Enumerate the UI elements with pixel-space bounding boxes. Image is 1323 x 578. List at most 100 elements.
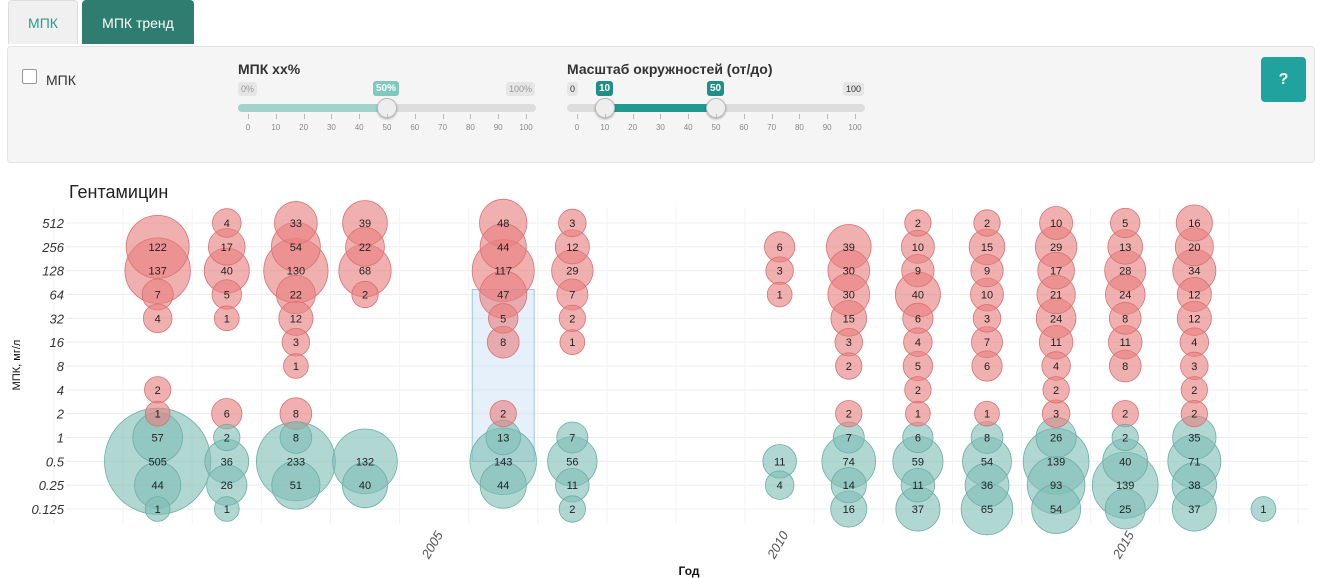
- bubble-label: 132: [356, 456, 374, 468]
- y-tick-label: 16: [50, 335, 65, 350]
- bubble: [213, 423, 241, 452]
- y-tick-label: 1: [57, 431, 64, 446]
- help-button[interactable]: ?: [1261, 57, 1306, 102]
- bubble-label: 5: [224, 290, 230, 302]
- bubble-label: 11: [1050, 337, 1061, 349]
- bubble: [835, 352, 863, 380]
- bubble-label: 505: [148, 456, 166, 468]
- bubble: [902, 350, 934, 382]
- mic-checkbox[interactable]: [22, 69, 37, 84]
- bubble-label: 21: [1050, 290, 1062, 302]
- bubble: [827, 249, 871, 292]
- bubble-label: 17: [221, 242, 233, 254]
- bubble: [556, 421, 589, 454]
- tab-mic[interactable]: МПК: [8, 0, 78, 44]
- bubble: [142, 303, 173, 334]
- bubble: [762, 444, 797, 479]
- bubble-label: 8: [1122, 313, 1128, 325]
- bubble-label: 9: [984, 266, 990, 278]
- bubble: [479, 198, 528, 248]
- bubble-label: 2: [569, 504, 575, 516]
- bubble: [902, 302, 934, 334]
- y-axis-label: МПК, мг/л: [11, 340, 23, 391]
- bubble: [904, 209, 932, 237]
- bubble: [974, 400, 1000, 427]
- bubble: [895, 486, 941, 532]
- bubble: [903, 327, 933, 357]
- bubble-label: 26: [221, 480, 233, 492]
- bubble: [141, 278, 174, 311]
- bubble-label: 2: [1122, 409, 1128, 421]
- bubble-label: 93: [1050, 480, 1062, 492]
- bubble-label: 54: [290, 242, 302, 254]
- bubble-label: 74: [843, 456, 855, 468]
- bubble-label: 1: [569, 337, 575, 349]
- bubble: [1104, 488, 1146, 530]
- tab-mic-trend[interactable]: МПК тренд: [82, 0, 194, 44]
- bubble-label: 7: [569, 433, 575, 445]
- slider-tick-mark: [526, 114, 527, 119]
- slider-tick-mark: [442, 114, 444, 119]
- highlight-box: [471, 289, 535, 462]
- slider-tick-label: 30: [326, 123, 336, 132]
- bubble-label: 44: [497, 242, 509, 254]
- bubble-label: 15: [843, 313, 855, 325]
- bubble-label: 36: [981, 480, 993, 492]
- slider-tick-mark: [577, 114, 578, 119]
- bubble: [904, 376, 932, 404]
- slider-tick-mark: [771, 114, 773, 119]
- bubble: [144, 400, 171, 427]
- bubble: [469, 427, 537, 495]
- bubble: [971, 350, 1003, 382]
- scale-slider-from-value: 10: [596, 81, 614, 96]
- bubble-label: 14: [843, 480, 855, 492]
- bubble-label: 8: [984, 433, 990, 445]
- bubble: [479, 461, 527, 509]
- bubble: [558, 208, 587, 238]
- bubble: [211, 398, 243, 430]
- bubble-label: 57: [152, 433, 164, 445]
- bubble: [827, 273, 871, 316]
- slider-tick-mark: [275, 114, 277, 119]
- bubble: [972, 304, 1002, 333]
- bubble: [488, 303, 519, 334]
- bubble: [1111, 423, 1139, 452]
- slider-tick-label: 100: [848, 123, 862, 132]
- bubble: [1035, 298, 1077, 339]
- bubble: [892, 435, 944, 487]
- bubble: [281, 327, 311, 357]
- bubble-label: 8: [500, 337, 506, 349]
- bubble-label: 8: [293, 433, 299, 445]
- bubble: [342, 200, 388, 246]
- bubble-label: 10: [1050, 218, 1062, 230]
- slider-tick-mark: [855, 114, 856, 119]
- bubble: [1171, 486, 1217, 532]
- y-tick-label: 2: [56, 407, 65, 422]
- bubble: [547, 436, 598, 487]
- slider-tick-label: 10: [271, 123, 281, 132]
- bubble: [821, 434, 877, 489]
- slider-tick-mark: [387, 114, 388, 119]
- bubble-label: 44: [152, 480, 164, 492]
- bubble: [489, 400, 517, 428]
- bubble-label: 1: [1260, 504, 1266, 516]
- bubble: [894, 271, 941, 318]
- bubble: [554, 229, 590, 265]
- bubble: [274, 201, 318, 245]
- bubble: [830, 490, 868, 528]
- slider-tick-label: 30: [655, 123, 665, 132]
- bubble-label: 143: [494, 456, 512, 468]
- bubble: [555, 467, 590, 503]
- bubble: [471, 239, 535, 303]
- bubble: [1111, 400, 1139, 428]
- bubble-label: 3: [984, 313, 990, 325]
- y-tick-label: 512: [42, 216, 64, 231]
- bubble-label: 51: [290, 480, 302, 492]
- bubble-label: 1: [777, 290, 783, 302]
- mic-slider-label: МПК xx%: [238, 61, 301, 77]
- scale-slider-min: 0: [567, 82, 579, 96]
- bubble-label: 2: [362, 290, 368, 302]
- bubble-label: 9: [915, 266, 921, 278]
- bubble-label: 12: [1188, 313, 1200, 325]
- bubble-label: 44: [497, 480, 509, 492]
